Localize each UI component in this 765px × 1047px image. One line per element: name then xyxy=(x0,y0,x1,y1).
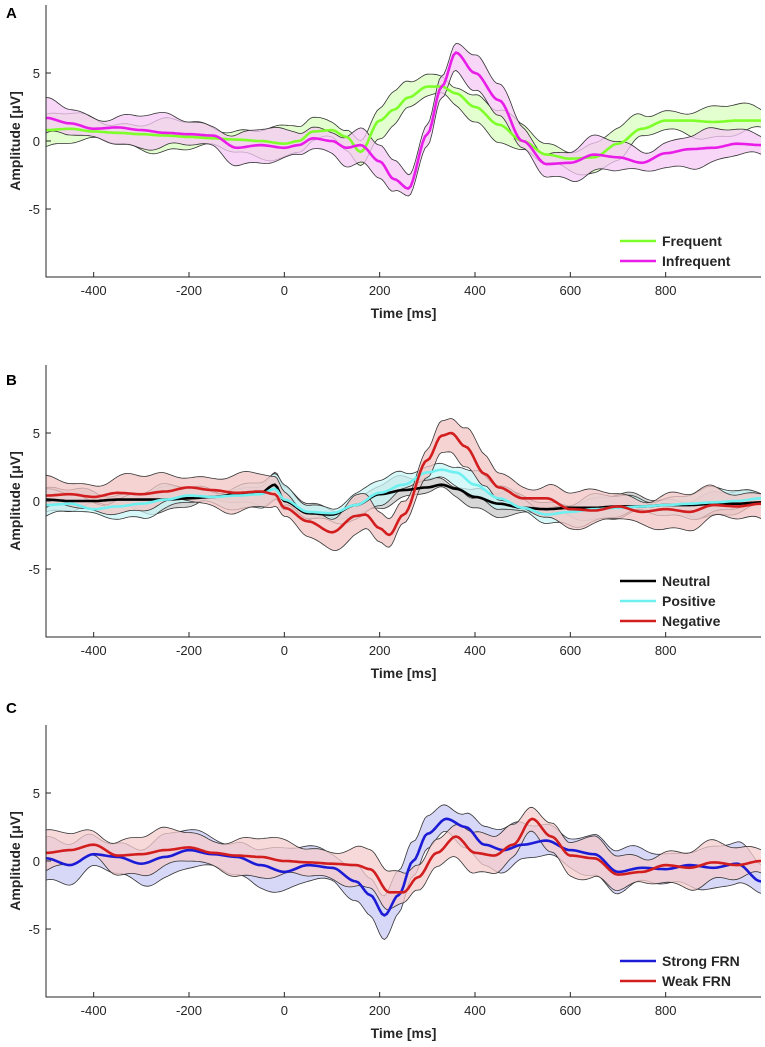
band-lower-edge xyxy=(46,92,761,176)
axes xyxy=(45,365,761,638)
legend: Neutral Positive Negative xyxy=(620,573,721,629)
x-tick-label: -200 xyxy=(176,283,202,298)
legend-label: Neutral xyxy=(662,573,710,589)
x-tick-label: 200 xyxy=(369,1003,391,1018)
y-tick-label: -5 xyxy=(28,922,40,937)
x-tick-label: 800 xyxy=(655,283,677,298)
x-tick-label: -200 xyxy=(176,1003,202,1018)
x-tick-label: 0 xyxy=(281,1003,288,1018)
plot-area xyxy=(46,804,761,940)
band-negative xyxy=(46,418,761,551)
x-tick-label: 600 xyxy=(559,283,581,298)
series-line-frequent xyxy=(46,85,761,160)
y-tick-label: 5 xyxy=(33,66,40,81)
panel-letter: C xyxy=(6,700,17,717)
plot-area xyxy=(46,43,761,197)
legend-label: Frequent xyxy=(662,233,722,249)
legend: Strong FRN Weak FRN xyxy=(620,953,740,989)
axes xyxy=(45,5,761,278)
y-axis-title: Amplitude [μV] xyxy=(7,91,23,191)
x-tick-label: 200 xyxy=(369,643,391,658)
y-tick-label: 0 xyxy=(33,854,40,869)
x-tick-label: 600 xyxy=(559,1003,581,1018)
panel-letter: B xyxy=(6,372,17,389)
y-axis-title: Amplitude [μV] xyxy=(7,811,23,911)
panel-a: A -400 -200 0 200 400 600 800 -5 0 5 Time [ms] Ampli… xyxy=(6,5,761,321)
band-lower-edge xyxy=(46,69,761,197)
band-upper-edge xyxy=(46,43,761,176)
x-tick-label: 0 xyxy=(281,643,288,658)
series-line-negative xyxy=(46,431,761,537)
x-axis-title: Time [ms] xyxy=(371,665,437,681)
x-tick-label: 800 xyxy=(655,643,677,658)
x-tick-label: -400 xyxy=(81,1003,107,1018)
legend-label: Strong FRN xyxy=(662,953,740,969)
plot-area xyxy=(46,418,761,552)
panel-letter: A xyxy=(6,5,17,22)
x-tick-label: 600 xyxy=(559,643,581,658)
x-tick-label: 800 xyxy=(655,1003,677,1018)
x-tick-label: 0 xyxy=(281,283,288,298)
series-line-strong-frn xyxy=(46,817,761,917)
x-tick-label: -400 xyxy=(81,283,107,298)
y-tick-label: -5 xyxy=(28,202,40,217)
x-axis-title: Time [ms] xyxy=(371,1025,437,1041)
y-tick-label: -5 xyxy=(28,562,40,577)
legend: Frequent Infrequent xyxy=(620,233,731,269)
band-strong-frn xyxy=(46,804,761,940)
series-line-weak-frn xyxy=(46,817,761,894)
band-lower-edge xyxy=(46,451,761,552)
legend-label: Positive xyxy=(662,593,716,609)
band-lower-edge xyxy=(46,830,761,910)
legend-label: Negative xyxy=(662,613,721,629)
x-tick-label: 200 xyxy=(369,283,391,298)
series-line-infrequent xyxy=(46,51,761,190)
x-tick-label: 400 xyxy=(464,643,486,658)
axes xyxy=(45,725,761,998)
x-axis-title: Time [ms] xyxy=(371,305,437,321)
y-tick-label: 0 xyxy=(33,494,40,509)
x-tick-label: 400 xyxy=(464,283,486,298)
x-tick-label: -200 xyxy=(176,643,202,658)
band-upper-edge xyxy=(46,806,761,874)
x-tick-label: -400 xyxy=(81,643,107,658)
panel-c: C -400 -200 0 200 400 600 800 -5 0 5 Time [ms] Ampli… xyxy=(6,700,761,1041)
legend-label: Infrequent xyxy=(662,253,731,269)
legend-label: Weak FRN xyxy=(662,973,731,989)
y-axis-title: Amplitude [μV] xyxy=(7,451,23,551)
band-upper-edge xyxy=(46,418,761,520)
y-tick-label: 5 xyxy=(33,786,40,801)
x-tick-label: 400 xyxy=(464,1003,486,1018)
y-tick-label: 0 xyxy=(33,134,40,149)
y-tick-label: 5 xyxy=(33,426,40,441)
panel-b: B -400 -200 0 200 400 600 800 -5 0 5 Time [ms] Ampli… xyxy=(6,365,761,681)
series-line-positive xyxy=(46,468,761,516)
